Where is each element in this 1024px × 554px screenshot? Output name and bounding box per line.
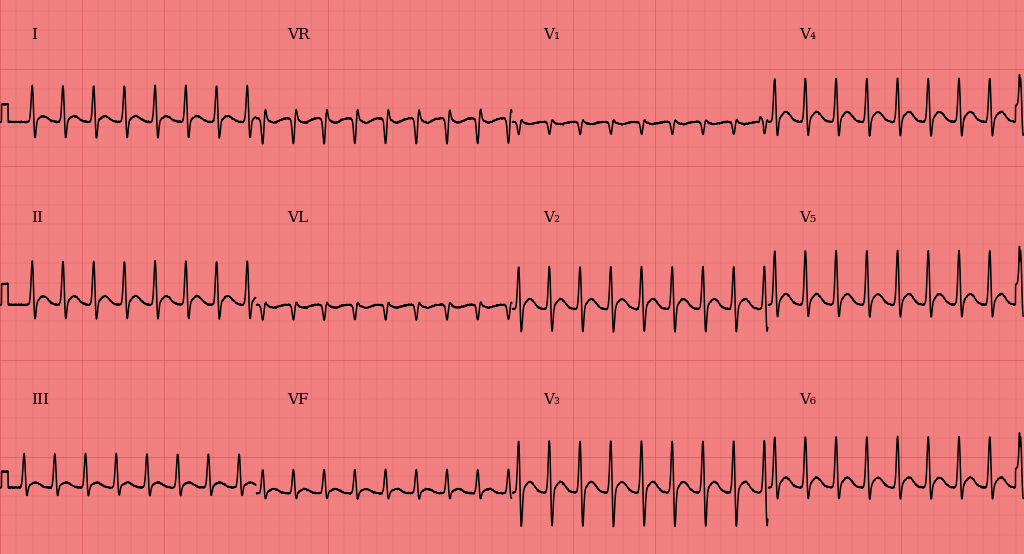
Text: V₆: V₆ <box>799 393 816 407</box>
Text: II: II <box>31 211 43 224</box>
Text: V₃: V₃ <box>543 393 560 407</box>
Text: III: III <box>31 393 49 407</box>
Text: V₁: V₁ <box>543 28 560 42</box>
Text: VL: VL <box>287 211 308 224</box>
Text: VR: VR <box>287 28 309 42</box>
Text: V₄: V₄ <box>799 28 816 42</box>
Text: VF: VF <box>287 393 308 407</box>
Text: I: I <box>31 28 37 42</box>
Text: V₅: V₅ <box>799 211 816 224</box>
Text: V₂: V₂ <box>543 211 560 224</box>
